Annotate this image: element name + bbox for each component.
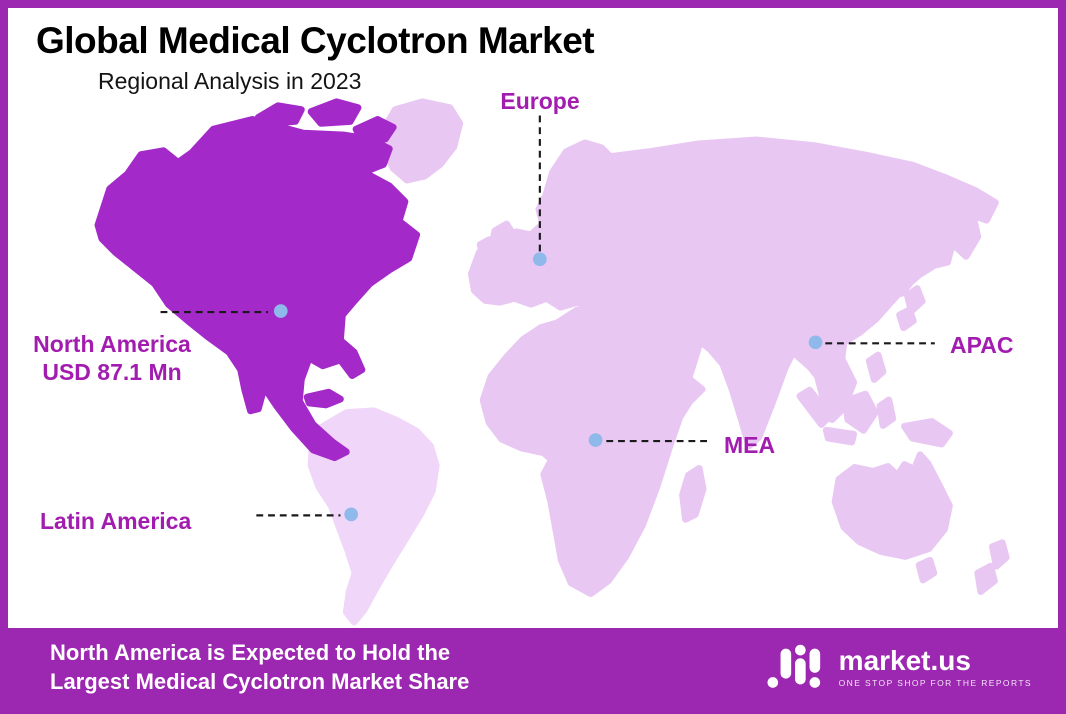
region-markers	[273, 252, 823, 522]
region-label-europe: Europe	[500, 88, 580, 114]
map-ireland	[476, 236, 496, 261]
world-map	[94, 98, 1010, 626]
map-world-light	[378, 98, 1010, 597]
market-us-logo: market.us ONE STOP SHOP FOR THE REPORTS	[767, 643, 1032, 691]
region-label-mea: MEA	[724, 432, 776, 458]
marker-europe	[533, 252, 547, 267]
banner-line2: Largest Medical Cyclotron Market Share	[50, 669, 470, 694]
map-north-america-group	[94, 98, 421, 462]
marker-apac	[808, 335, 823, 350]
leader-lines	[160, 115, 935, 517]
region-label-latin-america: Latin America	[40, 508, 192, 534]
page-title: Global Medical Cyclotron Market	[36, 20, 595, 61]
logo-brand: market.us	[838, 645, 971, 676]
map-madagascar	[679, 465, 707, 523]
map-japan	[891, 269, 926, 332]
marker-north-america	[273, 304, 288, 318]
map-tasmania	[915, 556, 938, 584]
north-america-value: USD 87.1 Mn	[42, 359, 182, 385]
map-south-america	[307, 407, 440, 626]
page-subtitle: Regional Analysis in 2023	[98, 68, 362, 94]
region-label-north-america: North America USD 87.1 Mn	[33, 330, 191, 386]
map-south-america-group	[307, 407, 440, 626]
map-united-kingdom	[488, 220, 517, 262]
marker-mea	[588, 433, 603, 447]
banner-line1: North America is Expected to Hold the	[50, 640, 451, 665]
map-cuba	[303, 388, 344, 409]
region-label-apac: APAC	[950, 332, 1014, 358]
bottom-banner: North America is Expected to Hold the La…	[8, 628, 1058, 706]
logo-tagline: ONE STOP SHOP FOR THE REPORTS	[838, 678, 1032, 688]
map-new-zealand	[974, 539, 1010, 596]
map-north-america	[94, 116, 421, 462]
map-philippines	[865, 351, 887, 383]
banner-text: North America is Expected to Hold the La…	[50, 638, 469, 696]
marker-latin-america	[344, 507, 359, 522]
map-greenland	[378, 98, 464, 184]
north-america-name: North America	[33, 331, 191, 357]
map-australia	[831, 451, 953, 560]
map-africa	[479, 304, 706, 597]
market-us-logo-icon	[767, 644, 820, 688]
market-us-logo-text: market.us ONE STOP SHOP FOR THE REPORTS	[838, 645, 1032, 689]
map-arctic-islands	[254, 98, 397, 145]
map-indonesia	[796, 386, 953, 448]
